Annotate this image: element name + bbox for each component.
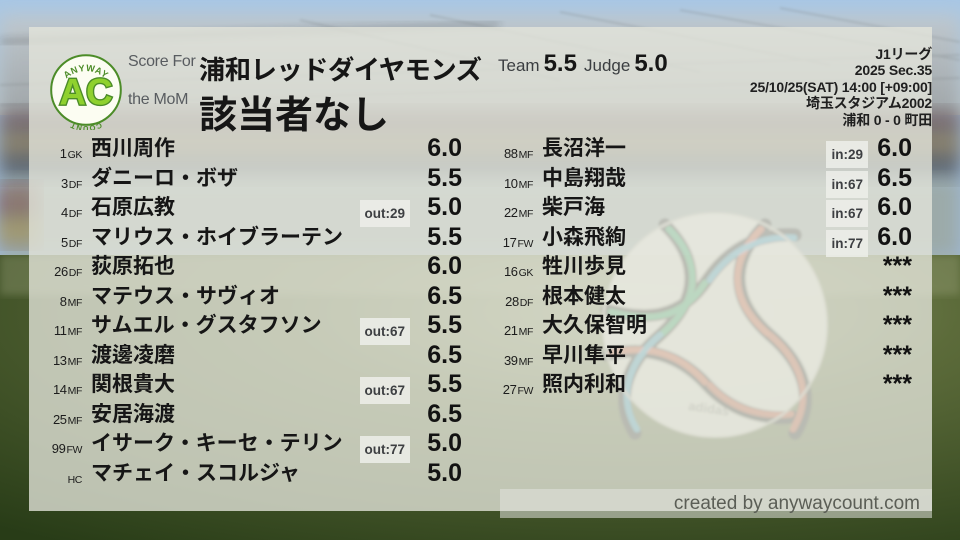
svg-text:AC: AC xyxy=(59,71,112,112)
